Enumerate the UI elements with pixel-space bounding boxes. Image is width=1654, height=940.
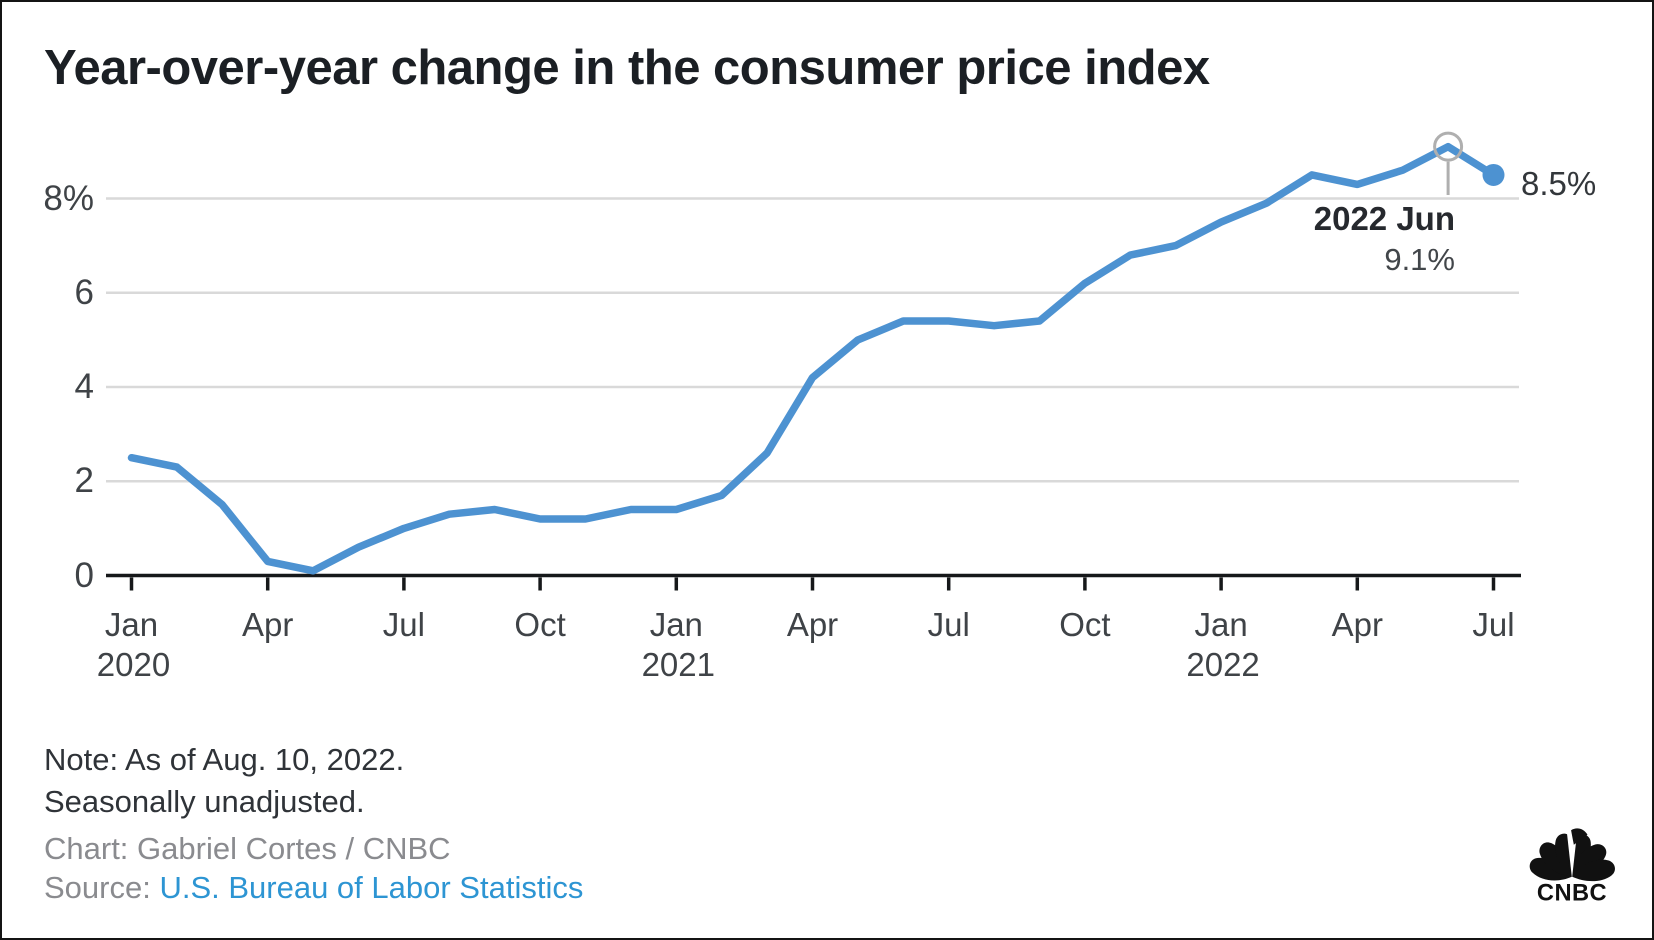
peak-marker-circle <box>1433 131 1464 162</box>
x-axis-year-label: 2022 <box>1186 646 1260 683</box>
x-axis-label: Apr <box>1331 606 1383 643</box>
source-label: Source: <box>44 870 160 905</box>
cnbc-peacock-logo: CNBC <box>1529 828 1615 904</box>
cpi-data-line <box>127 142 1498 575</box>
x-axis-label: Apr <box>242 606 294 643</box>
y-axis-label: 0 <box>74 555 94 595</box>
chart-title: Year-over-year change in the consumer pr… <box>44 41 1210 95</box>
peacock-feather <box>1572 859 1615 882</box>
peacock-feather <box>1529 857 1572 881</box>
x-axis-label: Oct <box>1059 606 1111 643</box>
y-axis-label: 4 <box>74 367 94 406</box>
x-axis-label: Jan <box>649 606 703 643</box>
last-point-value-label: 8.5% <box>1521 165 1597 202</box>
y-axis-label: 8% <box>43 178 94 218</box>
source-line: Source: U.S. Bureau of Labor Statistics <box>44 870 583 906</box>
x-axis-label: Oct <box>514 606 566 643</box>
x-axis-label: Jul <box>382 606 425 643</box>
x-axis-label: Jul <box>1472 606 1515 643</box>
last-point-dot <box>1482 163 1505 186</box>
y-axis-label: 6 <box>74 272 94 312</box>
source-link[interactable]: U.S. Bureau of Labor Statistics <box>159 870 584 905</box>
chart-credit: Chart: Gabriel Cortes / CNBC <box>44 831 451 866</box>
peak-annotation-value: 9.1% <box>1384 242 1455 277</box>
x-axis-year-label: 2020 <box>96 646 171 683</box>
cnbc-wordmark: CNBC <box>1537 880 1607 904</box>
x-axis-label: Apr <box>786 606 839 643</box>
peak-annotation-date: 2022 Jun <box>1313 200 1455 237</box>
note-line-2: Seasonally unadjusted. <box>44 784 365 819</box>
x-axis-label: Jan <box>1194 606 1248 643</box>
note-line-1: Note: As of Aug. 10, 2022. <box>44 742 405 777</box>
y-axis-label: 2 <box>74 461 94 501</box>
x-axis-year-label: 2021 <box>641 646 715 683</box>
peacock-beak <box>1571 828 1588 845</box>
x-axis-label: Jul <box>927 606 970 643</box>
x-axis-label: Jan <box>104 606 159 643</box>
